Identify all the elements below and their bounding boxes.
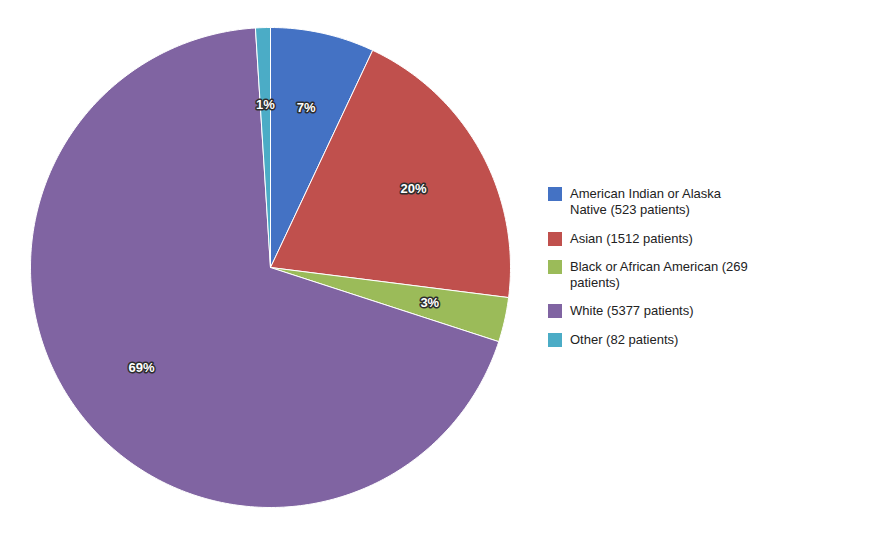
html-text:Asian (1512 patients): Asian (1512 patients) — [570, 230, 693, 246]
html-text:Other (82 patients): Other (82 patients) — [570, 331, 679, 347]
svg-text:7%: 7% — [297, 100, 316, 115]
html-text:Black or African American (269: Black or African American (269 patients) — [570, 258, 748, 291]
html-text:American Indian or Alaska Nati: American Indian or Alaska Native (523 pa… — [570, 186, 721, 218]
svg-text:20%: 20% — [400, 181, 426, 196]
svg-text:69%: 69% — [129, 360, 155, 375]
html-text:White (5377 patients): White (5377 patients) — [570, 303, 694, 319]
svg-text:3%: 3% — [420, 295, 439, 310]
svg-text:1%: 1% — [256, 97, 275, 112]
